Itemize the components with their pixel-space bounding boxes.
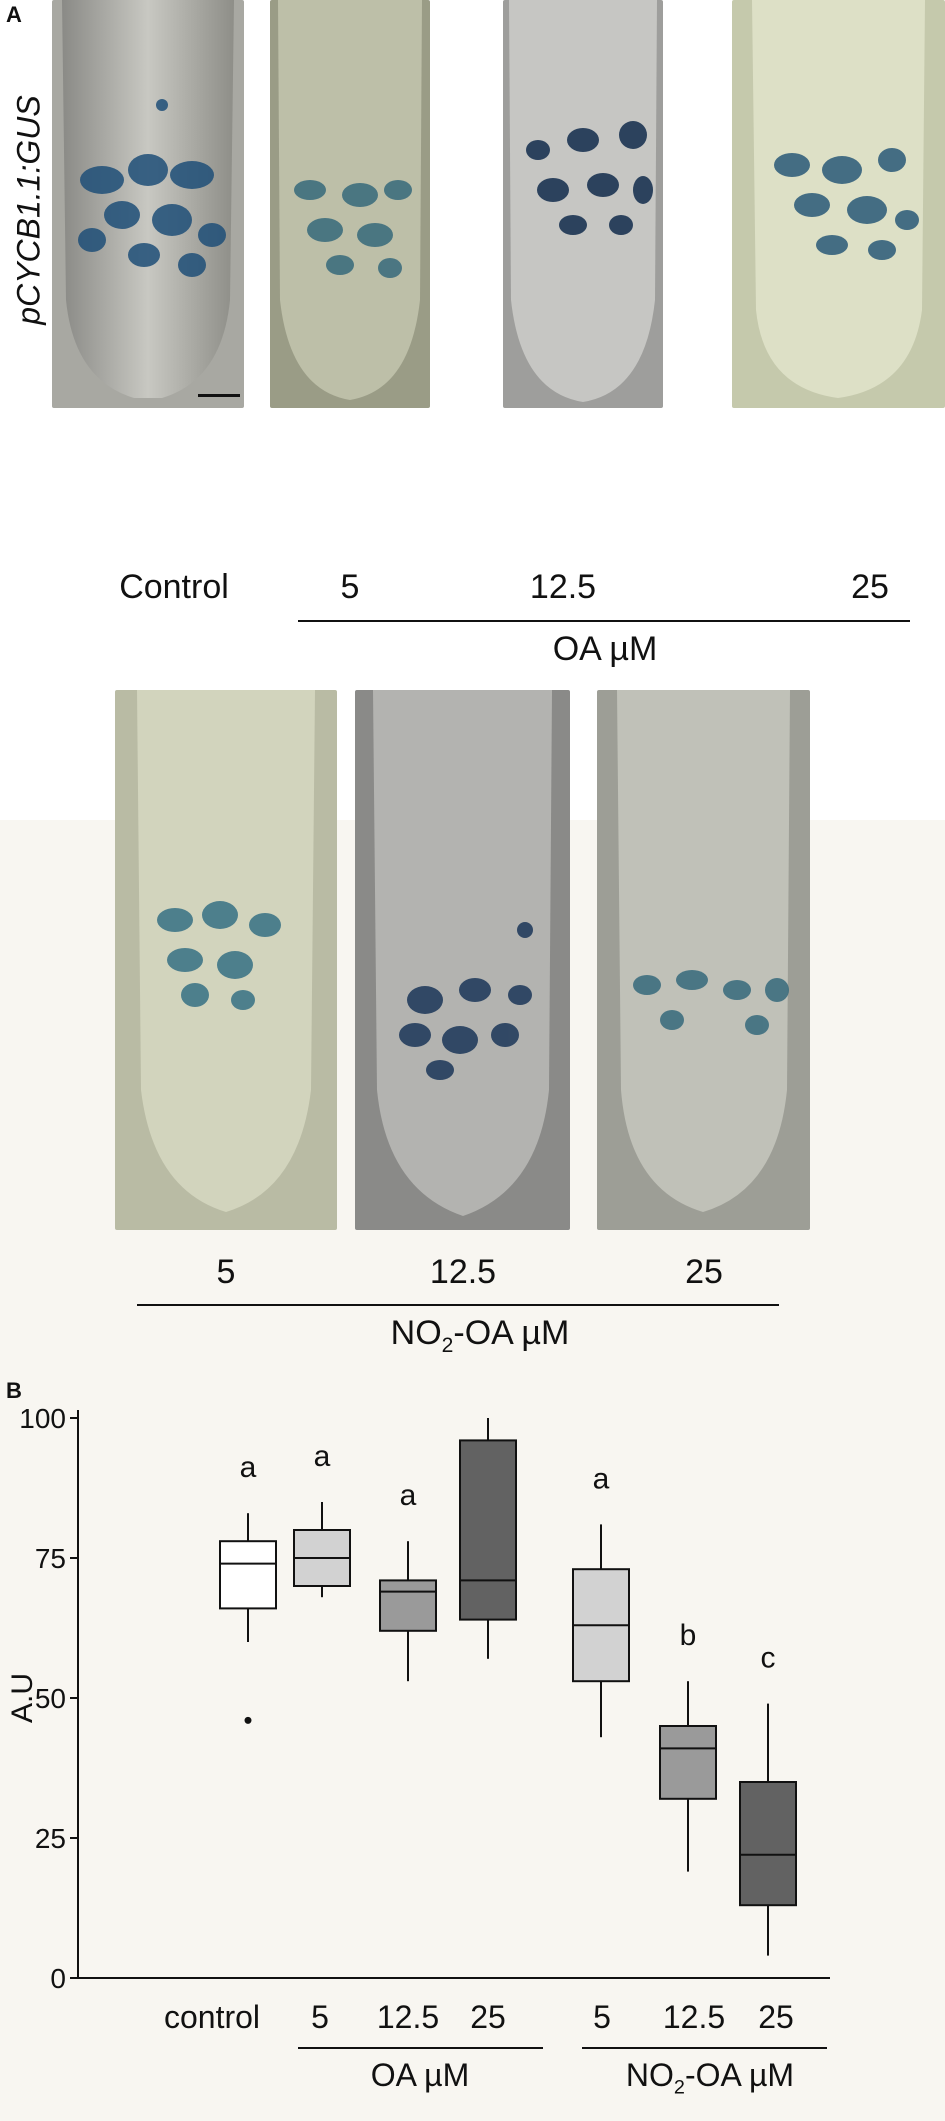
micrograph-no2oa-5 bbox=[115, 690, 337, 1230]
no2oa-group-rule bbox=[137, 1304, 779, 1306]
micrograph-control-image bbox=[52, 0, 244, 408]
label-oa-25: 25 bbox=[851, 568, 889, 606]
reporter-label: pCYCB1.1:GUS bbox=[4, 60, 54, 360]
micrograph-no2oa-25-image bbox=[597, 690, 810, 1230]
chart-no2oa-suffix: -OA µM bbox=[684, 2057, 795, 2093]
micrograph-no2oa-25 bbox=[597, 690, 810, 1230]
label-oa-12-5: 12.5 bbox=[529, 568, 597, 606]
box-plot: 0255075100A.Uaaaaabccontrol512.525512.52… bbox=[6, 1403, 830, 2030]
micrograph-oa-5 bbox=[270, 0, 430, 408]
x-category-label: 5 bbox=[311, 1999, 329, 2030]
micrograph-oa-25-image bbox=[732, 0, 945, 408]
label-no2oa-12-5: 12.5 bbox=[429, 1253, 497, 1291]
significance-letter: a bbox=[593, 1462, 610, 1495]
chart-oa-group-label: OA µM bbox=[370, 2057, 470, 2093]
x-category-label: 12.5 bbox=[663, 1999, 725, 2030]
y-tick-label: 75 bbox=[35, 1543, 66, 1574]
label-oa-5: 5 bbox=[340, 568, 360, 606]
y-tick-label: 0 bbox=[50, 1963, 66, 1994]
micrograph-no2oa-12-5-image bbox=[355, 690, 570, 1230]
chart-no2oa-sub: 2 bbox=[673, 2076, 685, 2099]
micrograph-oa-25 bbox=[732, 0, 945, 408]
label-control: Control bbox=[119, 568, 229, 606]
chart-no2oa-group-label: NO2-OA µM bbox=[590, 2057, 830, 2099]
x-category-label: control bbox=[164, 1999, 260, 2030]
micrograph-control bbox=[52, 0, 244, 408]
box bbox=[459, 1439, 517, 1621]
no2oa-group-sub: 2 bbox=[441, 1333, 454, 1357]
significance-letter: c bbox=[761, 1642, 776, 1675]
box bbox=[219, 1540, 277, 1610]
no2oa-group-suffix: -OA µM bbox=[453, 1314, 570, 1352]
micrograph-oa-5-image bbox=[270, 0, 430, 408]
reporter-text: pCYCB1.1:GUS bbox=[10, 95, 47, 325]
significance-letter: a bbox=[314, 1440, 331, 1473]
chart-no2oa-prefix: NO bbox=[625, 2057, 674, 2093]
micrograph-no2oa-12-5 bbox=[355, 690, 570, 1230]
label-no2oa-5: 5 bbox=[216, 1253, 236, 1291]
box bbox=[379, 1579, 437, 1632]
label-no2oa-25: 25 bbox=[685, 1253, 723, 1291]
panel-b-label: B bbox=[6, 1378, 22, 1403]
no2oa-group-label: NO2-OA µM bbox=[340, 1314, 620, 1358]
oa-group-rule bbox=[298, 620, 910, 622]
panel-a-label: A bbox=[6, 2, 22, 27]
box bbox=[659, 1725, 717, 1800]
x-category-label: 12.5 bbox=[377, 1999, 439, 2030]
y-tick-label: 25 bbox=[35, 1823, 66, 1854]
no2oa-group-prefix: NO bbox=[390, 1314, 442, 1352]
y-tick-label: 100 bbox=[19, 1403, 66, 1434]
box bbox=[739, 1781, 797, 1907]
significance-letter: a bbox=[240, 1451, 257, 1484]
chart-oa-group-rule bbox=[298, 2047, 543, 2049]
chart-no2oa-group-rule bbox=[582, 2047, 827, 2049]
y-tick-label: 50 bbox=[35, 1683, 66, 1714]
x-category-label: 25 bbox=[758, 1999, 794, 2030]
micrograph-no2oa-5-image bbox=[115, 690, 337, 1230]
outlier-point bbox=[244, 1716, 252, 1724]
x-category-label: 25 bbox=[470, 1999, 506, 2030]
significance-letter: b bbox=[680, 1619, 697, 1652]
micrograph-oa-12-5-image bbox=[503, 0, 663, 408]
x-category-label: 5 bbox=[593, 1999, 611, 2030]
significance-letter: a bbox=[400, 1479, 417, 1512]
y-axis-title: A.U bbox=[6, 1673, 39, 1723]
oa-group-label: OA µM bbox=[552, 630, 658, 668]
micrograph-oa-12-5 bbox=[503, 0, 663, 408]
